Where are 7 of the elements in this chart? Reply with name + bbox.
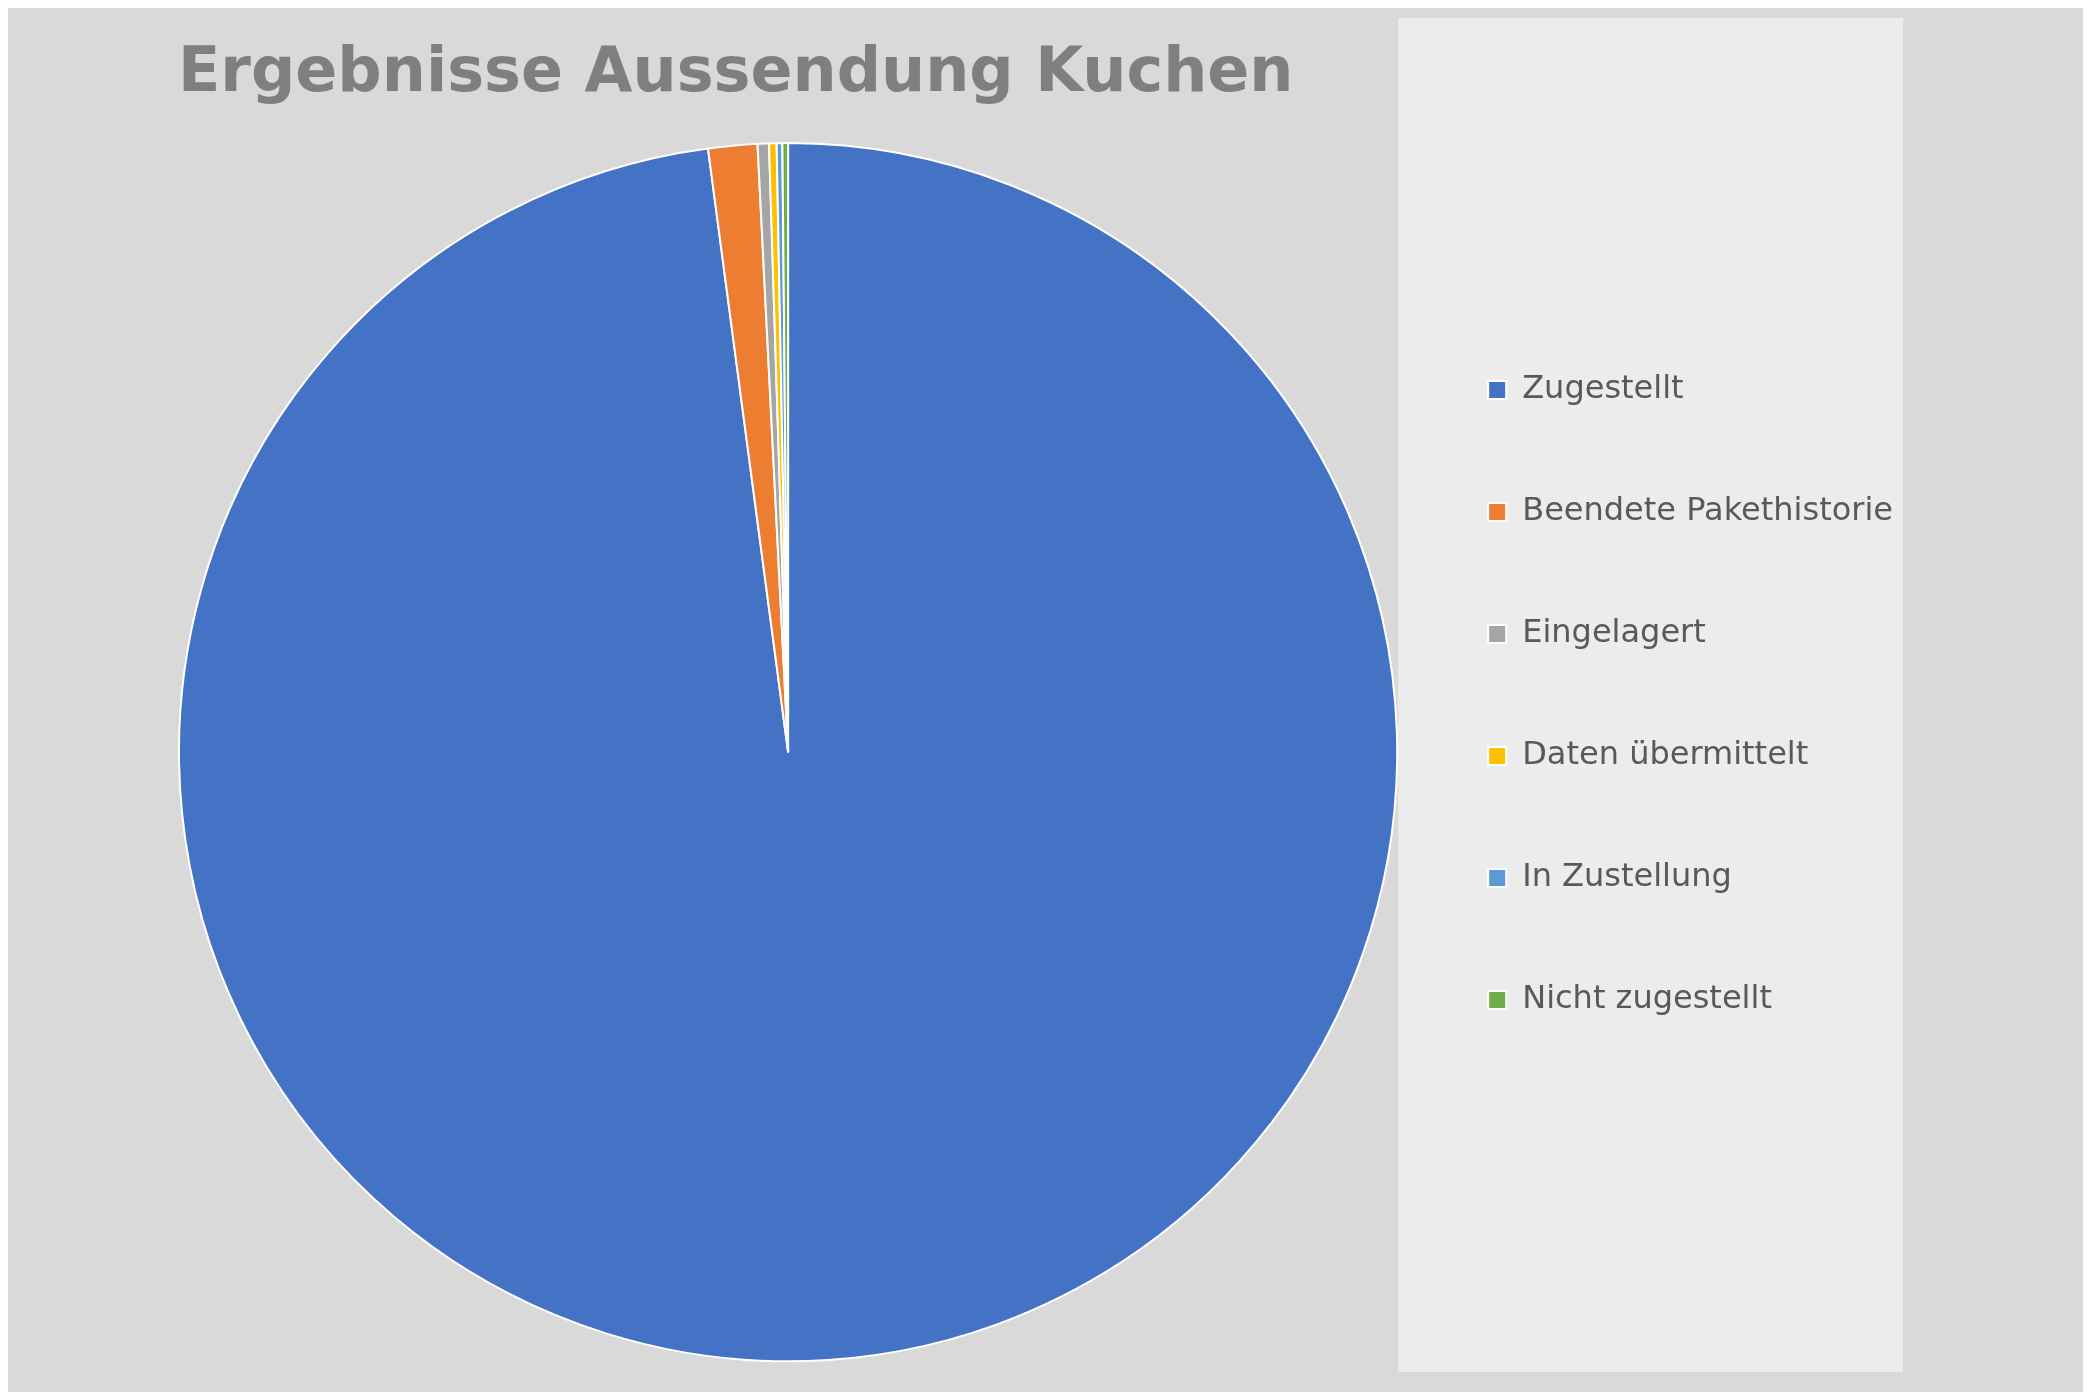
legend-label: Daten übermittelt bbox=[1522, 734, 1809, 773]
legend-label: Nicht zugestellt bbox=[1522, 978, 1772, 1017]
legend-label: Zugestellt bbox=[1522, 368, 1684, 407]
legend-label: In Zustellung bbox=[1522, 856, 1732, 895]
legend-label: Eingelagert bbox=[1522, 612, 1706, 651]
chart-title: Ergebnisse Aussendung Kuchen bbox=[178, 33, 1294, 107]
legend-label: Beendete Pakethistorie bbox=[1522, 490, 1893, 529]
